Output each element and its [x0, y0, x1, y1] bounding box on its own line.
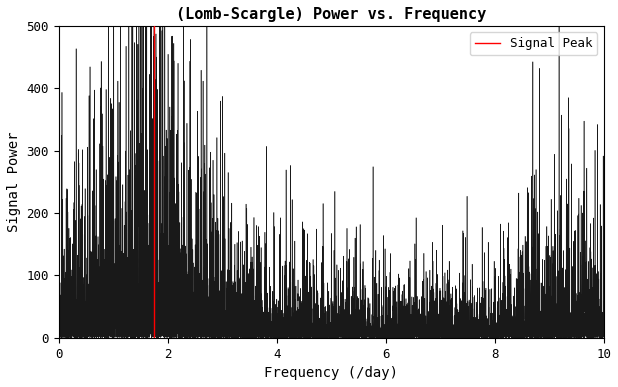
- Y-axis label: Signal Power: Signal Power: [7, 132, 21, 232]
- Signal Peak: [150, 335, 158, 339]
- Signal Peak: [150, 336, 158, 340]
- Legend: Signal Peak: Signal Peak: [470, 32, 598, 55]
- X-axis label: Frequency (/day): Frequency (/day): [264, 366, 398, 380]
- Title: (Lomb-Scargle) Power vs. Frequency: (Lomb-Scargle) Power vs. Frequency: [176, 7, 486, 22]
